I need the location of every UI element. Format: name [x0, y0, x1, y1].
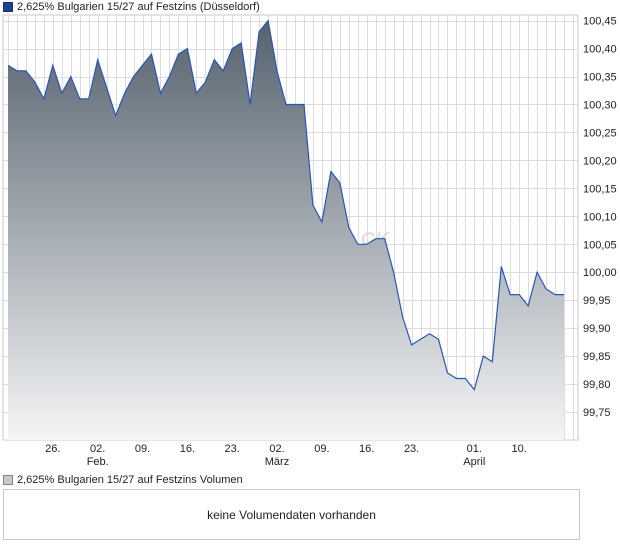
x-tick-label: 10. [512, 443, 527, 455]
price-area [8, 20, 564, 440]
y-tick-label: 100,10 [583, 211, 617, 223]
x-tick-label: 26. [45, 443, 60, 455]
y-tick-label: 99,95 [583, 295, 611, 307]
y-tick-label: 99,85 [583, 351, 611, 363]
volume-legend-swatch [3, 475, 13, 485]
y-tick-label: 100,00 [583, 267, 617, 279]
price-line [7, 19, 564, 392]
x-tick-label: 02. [90, 443, 105, 455]
x-tick-month: Feb. [87, 456, 109, 468]
x-tick-label: 01. [467, 443, 482, 455]
x-tick-month: April [463, 456, 485, 468]
x-tick-label: 16. [359, 443, 374, 455]
y-tick-label: 100,30 [583, 100, 617, 112]
y-tick-label: 100,25 [583, 127, 617, 139]
x-tick-label: 16. [180, 443, 195, 455]
y-tick-label: 100,20 [583, 155, 617, 167]
y-tick-label: 99,75 [583, 407, 611, 419]
x-tick-label: 23. [225, 443, 240, 455]
price-legend: 2,625% Bulgarien 15/27 auf Festzins (Düs… [3, 0, 260, 14]
x-tick-label: 02. [269, 443, 284, 455]
volume-empty-message: keine Volumendaten vorhanden [207, 508, 376, 522]
x-tick-label: 09. [314, 443, 329, 455]
y-tick-label: 100,45 [583, 16, 617, 28]
price-legend-swatch [3, 2, 13, 12]
y-tick-label: 100,05 [583, 239, 617, 251]
y-axis-labels: 99,75 99,80 99,85 99,90 99,95 100,00 100,05 100… [583, 16, 617, 419]
y-tick-label: 100,40 [583, 44, 617, 56]
y-tick-label: 100,35 [583, 72, 617, 84]
price-chart[interactable]: CK 99,7599,8099,8599,9099,95100,00100,05… [0, 0, 620, 470]
x-tick-month: März [265, 456, 289, 468]
y-tick-label: 99,90 [583, 323, 611, 335]
volume-chart: keine Volumendaten vorhanden [3, 489, 580, 540]
x-tick-label: 23. [404, 443, 419, 455]
y-tick-label: 100,15 [583, 183, 617, 195]
volume-legend-label: 2,625% Bulgarien 15/27 auf Festzins Volu… [17, 474, 243, 486]
volume-legend: 2,625% Bulgarien 15/27 auf Festzins Volu… [3, 473, 243, 487]
price-legend-label: 2,625% Bulgarien 15/27 auf Festzins (Düs… [17, 1, 260, 13]
x-tick-label: 09. [135, 443, 150, 455]
y-tick-label: 99,80 [583, 379, 611, 391]
